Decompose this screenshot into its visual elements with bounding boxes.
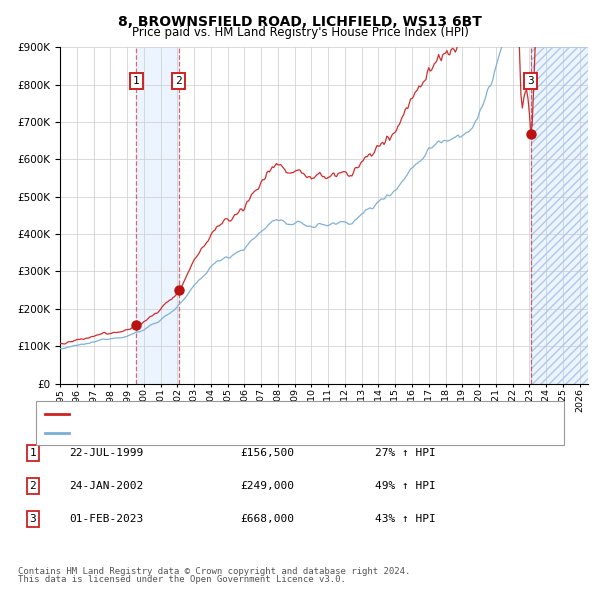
Bar — [530, 47, 588, 384]
Text: 2: 2 — [175, 76, 182, 86]
Text: 01-FEB-2023: 01-FEB-2023 — [69, 514, 143, 524]
Text: £668,000: £668,000 — [240, 514, 294, 524]
Text: 3: 3 — [527, 76, 534, 86]
Text: HPI: Average price, detached house, Lichfield: HPI: Average price, detached house, Lich… — [72, 428, 309, 438]
Text: 8, BROWNSFIELD ROAD, LICHFIELD, WS13 6BT (detached house): 8, BROWNSFIELD ROAD, LICHFIELD, WS13 6BT… — [72, 409, 410, 418]
Bar — [530, 47, 588, 384]
Text: 8, BROWNSFIELD ROAD, LICHFIELD, WS13 6BT: 8, BROWNSFIELD ROAD, LICHFIELD, WS13 6BT — [118, 15, 482, 29]
Text: 1: 1 — [29, 448, 37, 458]
Text: This data is licensed under the Open Government Licence v3.0.: This data is licensed under the Open Gov… — [18, 575, 346, 584]
Text: 2: 2 — [29, 481, 37, 491]
Bar — [136, 47, 179, 384]
Text: 43% ↑ HPI: 43% ↑ HPI — [375, 514, 436, 524]
Text: 1: 1 — [133, 76, 139, 86]
Text: Contains HM Land Registry data © Crown copyright and database right 2024.: Contains HM Land Registry data © Crown c… — [18, 567, 410, 576]
Text: £156,500: £156,500 — [240, 448, 294, 458]
Text: Price paid vs. HM Land Registry's House Price Index (HPI): Price paid vs. HM Land Registry's House … — [131, 26, 469, 39]
Text: 24-JAN-2002: 24-JAN-2002 — [69, 481, 143, 491]
Text: 3: 3 — [29, 514, 37, 524]
Text: 49% ↑ HPI: 49% ↑ HPI — [375, 481, 436, 491]
Text: 22-JUL-1999: 22-JUL-1999 — [69, 448, 143, 458]
Text: 27% ↑ HPI: 27% ↑ HPI — [375, 448, 436, 458]
Text: £249,000: £249,000 — [240, 481, 294, 491]
